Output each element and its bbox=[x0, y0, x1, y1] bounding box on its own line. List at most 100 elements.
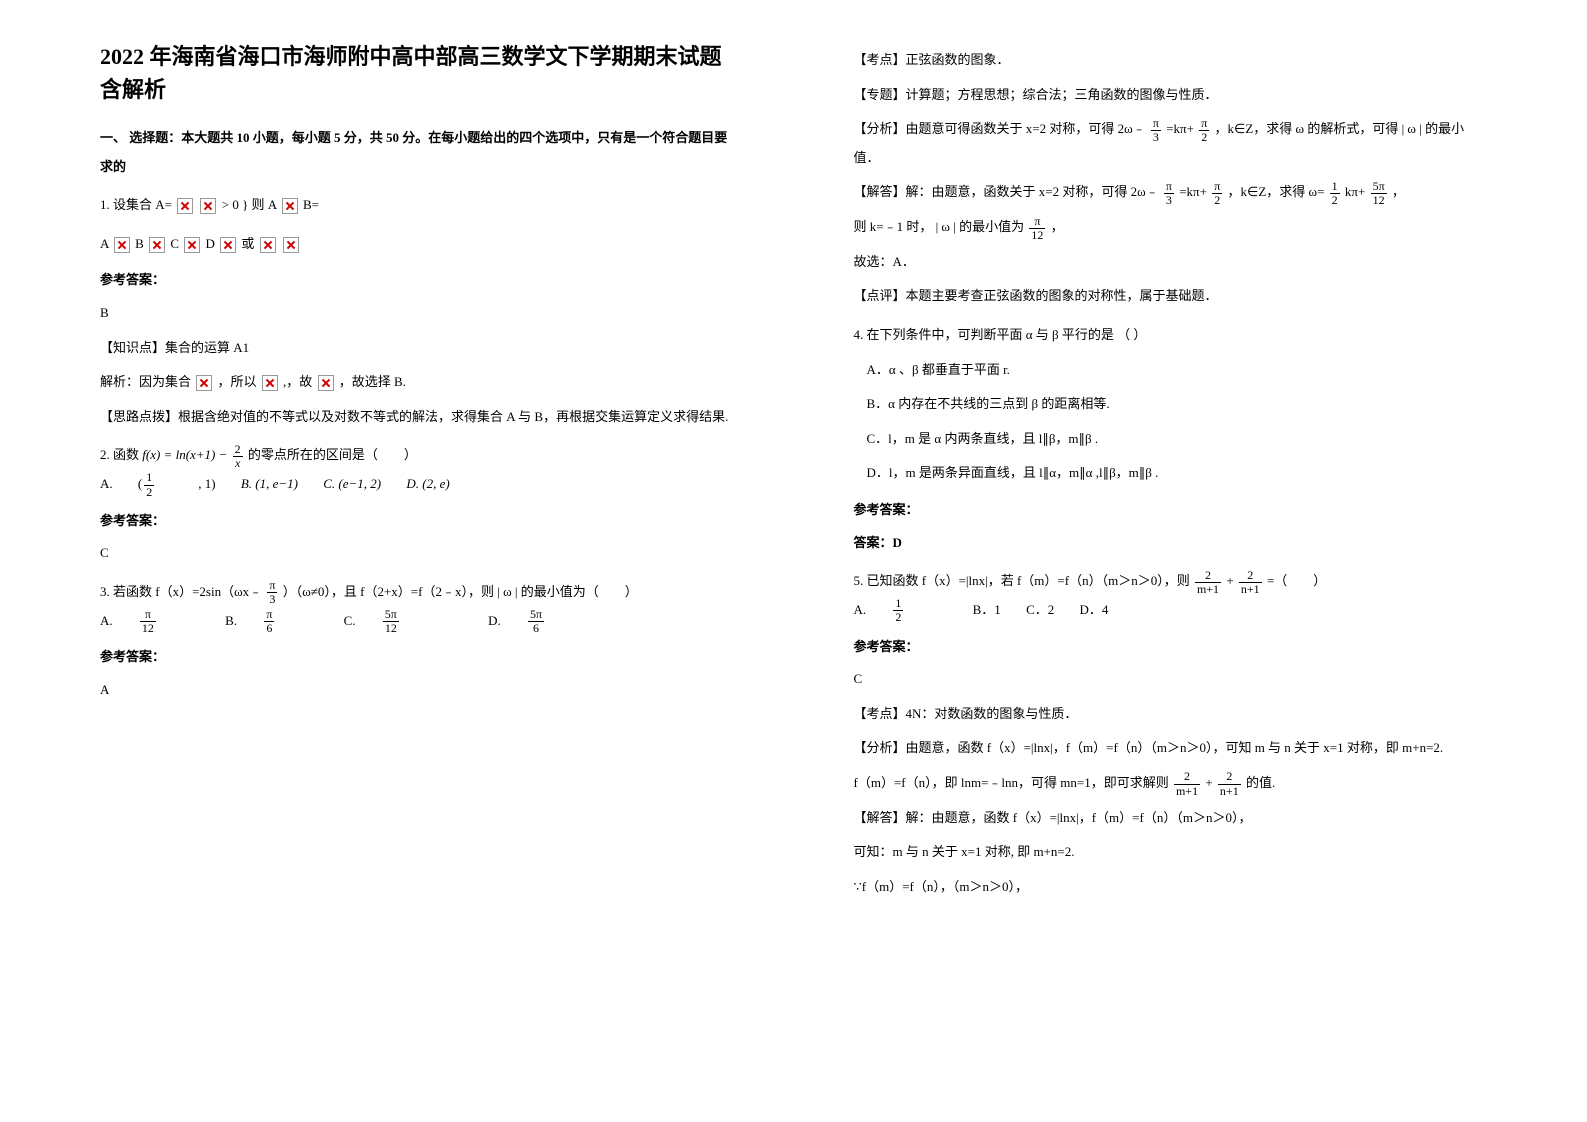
q1-stem: 1. 设集合 A= > 0 } 则 A B= bbox=[100, 191, 734, 220]
q1-jx-a: 解析：因为集合 bbox=[100, 374, 194, 389]
q3-options: A. π12 B. π6 C. 5π12 D. 5π6 bbox=[100, 607, 734, 636]
frac-den: 12 bbox=[1029, 229, 1045, 242]
frac: 2m+1 bbox=[1174, 770, 1200, 797]
q3-analysis: 【分析】由题意可得函数关于 x=2 对称，可得 2ω﹣ π3 =kπ+ π2 ，… bbox=[854, 115, 1488, 172]
q4-stem: 4. 在下列条件中，可判断平面 α 与 β 平行的是 （ ） bbox=[854, 321, 1488, 350]
q2-opt-a: A. (12, 1) bbox=[100, 476, 219, 491]
frac-den: 6 bbox=[528, 622, 544, 635]
q5-solution-2: 【解答】解：由题意，函数 f（x）=|lnx|，f（m）=f（n）（m＞n＞0）… bbox=[854, 804, 1488, 833]
frac-den: 12 bbox=[383, 622, 399, 635]
broken-image-icon bbox=[149, 237, 165, 253]
frac-den: 12 bbox=[1371, 194, 1387, 207]
frac-num: π bbox=[1151, 117, 1161, 131]
frac-den: m+1 bbox=[1174, 785, 1200, 798]
q3-opt-a: A. π12 bbox=[100, 613, 200, 628]
q1-opt-c: C bbox=[170, 236, 182, 251]
frac-den: 3 bbox=[1151, 131, 1161, 144]
q1-opt-a: A bbox=[100, 236, 112, 251]
broken-image-icon bbox=[260, 237, 276, 253]
opt-label: A. bbox=[854, 602, 870, 617]
q4-opt-c: C．l，m 是 α 内两条直线，且 l∥β，m∥β . bbox=[854, 425, 1488, 454]
frac-num: 2 bbox=[1218, 770, 1241, 784]
q5-jd1: f（m）=f（n），即 lnm=﹣lnn，可得 mn=1，即可求解则 bbox=[854, 775, 1172, 790]
q5-stem-b: =（ ） bbox=[1267, 573, 1326, 588]
broken-image-icon bbox=[200, 198, 216, 214]
q5-plus: + bbox=[1226, 573, 1233, 588]
frac: π2 bbox=[1212, 180, 1222, 207]
q2-opt-c: C. (e−1, 2) bbox=[323, 476, 381, 491]
frac-num: 1 bbox=[893, 597, 903, 611]
q5-solution-1: f（m）=f（n），即 lnm=﹣lnn，可得 mn=1，即可求解则 2m+1 … bbox=[854, 769, 1488, 798]
frac-den: n+1 bbox=[1239, 583, 1262, 596]
frac: 2n+1 bbox=[1218, 770, 1241, 797]
q3-frac: π3 bbox=[267, 579, 277, 606]
frac-num: π bbox=[1164, 180, 1174, 194]
q3-stem-a: 3. 若函数 f（x）=2sin（ωx﹣ bbox=[100, 584, 262, 599]
q1-analysis: 解析：因为集合 ，所以 ,，故 ，故选择 B. bbox=[100, 368, 734, 397]
jd-e: ， bbox=[1392, 184, 1405, 199]
frac-num: 2 bbox=[1174, 770, 1200, 784]
q5-opt-a: A. 12 bbox=[854, 602, 948, 617]
frac-num: π bbox=[140, 608, 156, 622]
jd2-a: 则 k=﹣1 时， | ω | 的最小值为 bbox=[854, 219, 1025, 234]
q4-opt-d: D．l，m 是两条异面直线，且 l∥α，m∥α ,l∥β，m∥β . bbox=[854, 459, 1488, 488]
frac: π12 bbox=[1029, 215, 1045, 242]
frac: π3 bbox=[1151, 117, 1161, 144]
frac-den: n+1 bbox=[1218, 785, 1241, 798]
q5-jd1b: 的值. bbox=[1246, 775, 1275, 790]
q1-tip: 【思路点拨】根据含绝对值的不等式以及对数不等式的解法，求得集合 A 与 B，再根… bbox=[100, 403, 734, 432]
frac-den: m+1 bbox=[1195, 583, 1221, 596]
q5-stem-a: 5. 已知函数 f（x）=|lnx|，若 f（m）=f（n）（m＞n＞0），则 bbox=[854, 573, 1193, 588]
frac-den: 2 bbox=[1199, 131, 1209, 144]
q1-opt-d: D bbox=[206, 236, 219, 251]
frac: 5π12 bbox=[383, 608, 421, 635]
opt-label: A. bbox=[100, 613, 116, 628]
frac-den: 6 bbox=[264, 622, 274, 635]
frac-den: 3 bbox=[1164, 194, 1174, 207]
q3-ans-label: 参考答案： bbox=[100, 643, 734, 672]
q2-stem: 2. 函数 f(x) = ln(x+1) − 2 x 的零点所在的区间是（ ） bbox=[100, 441, 734, 470]
q1-jx-d: ，故选择 B. bbox=[339, 374, 406, 389]
q3-zt: 【专题】计算题；方程思想；综合法；三角函数的图像与性质． bbox=[854, 81, 1488, 110]
jd-d: kπ+ bbox=[1345, 184, 1365, 199]
opt-label: D. bbox=[488, 613, 504, 628]
q3-opt-c: C. 5π12 bbox=[344, 613, 443, 628]
q5-plus2: + bbox=[1205, 775, 1212, 790]
frac-den: 2 bbox=[1330, 194, 1340, 207]
q3-opt-b: B. π6 bbox=[225, 613, 318, 628]
fx-b: =kπ+ bbox=[1166, 121, 1194, 136]
frac-num: π bbox=[1199, 117, 1209, 131]
q1-jx-c: ,，故 bbox=[283, 374, 316, 389]
frac-num: 1 bbox=[1330, 180, 1340, 194]
frac-num: π bbox=[1029, 215, 1045, 229]
q5-solution-4: ∵f（m）=f（n），（m＞n＞0）， bbox=[854, 873, 1488, 902]
q3-stem-b: ）（ω≠0），且 f（2+x）=f（2﹣x），则 | ω | 的最小值为（ ） bbox=[283, 584, 638, 599]
q5-stem: 5. 已知函数 f（x）=|lnx|，若 f（m）=f（n）（m＞n＞0），则 … bbox=[854, 567, 1488, 596]
q1-stem-c: B= bbox=[303, 197, 319, 212]
fx-a: 【分析】由题意可得函数关于 x=2 对称，可得 2ω﹣ bbox=[854, 121, 1146, 136]
q4-ans: 答案：D bbox=[854, 529, 1488, 558]
frac-den: 2 bbox=[893, 611, 903, 624]
frac-num: 2 bbox=[1195, 569, 1221, 583]
frac-num: 2 bbox=[233, 443, 243, 457]
q5-opt-d: D．4 bbox=[1079, 602, 1108, 617]
q5-opt-b: B．1 bbox=[973, 602, 1001, 617]
q2-stem-a: 2. 函数 bbox=[100, 447, 142, 462]
q5-ans: C bbox=[854, 665, 1488, 694]
frac-den: 2 bbox=[1212, 194, 1222, 207]
q1-ans-label: 参考答案： bbox=[100, 266, 734, 295]
q1-ans: B bbox=[100, 299, 734, 328]
q3-solution-2: 则 k=﹣1 时， | ω | 的最小值为 π12 ， bbox=[854, 213, 1488, 242]
broken-image-icon bbox=[318, 375, 334, 391]
frac-num: π bbox=[1212, 180, 1222, 194]
frac-den: x bbox=[233, 457, 243, 470]
q4-opt-a: A．α 、β 都垂直于平面 r. bbox=[854, 356, 1488, 385]
opt-label: C. bbox=[344, 613, 359, 628]
frac-num: 5π bbox=[1371, 180, 1387, 194]
q2-opt-d: D. (2, e) bbox=[406, 476, 449, 491]
broken-image-icon bbox=[114, 237, 130, 253]
frac-num: 2 bbox=[1239, 569, 1262, 583]
q5-options: A. 12 B．1 C．2 D．4 bbox=[854, 596, 1488, 625]
q3-ans: A bbox=[100, 676, 734, 705]
frac-den: 12 bbox=[140, 622, 156, 635]
